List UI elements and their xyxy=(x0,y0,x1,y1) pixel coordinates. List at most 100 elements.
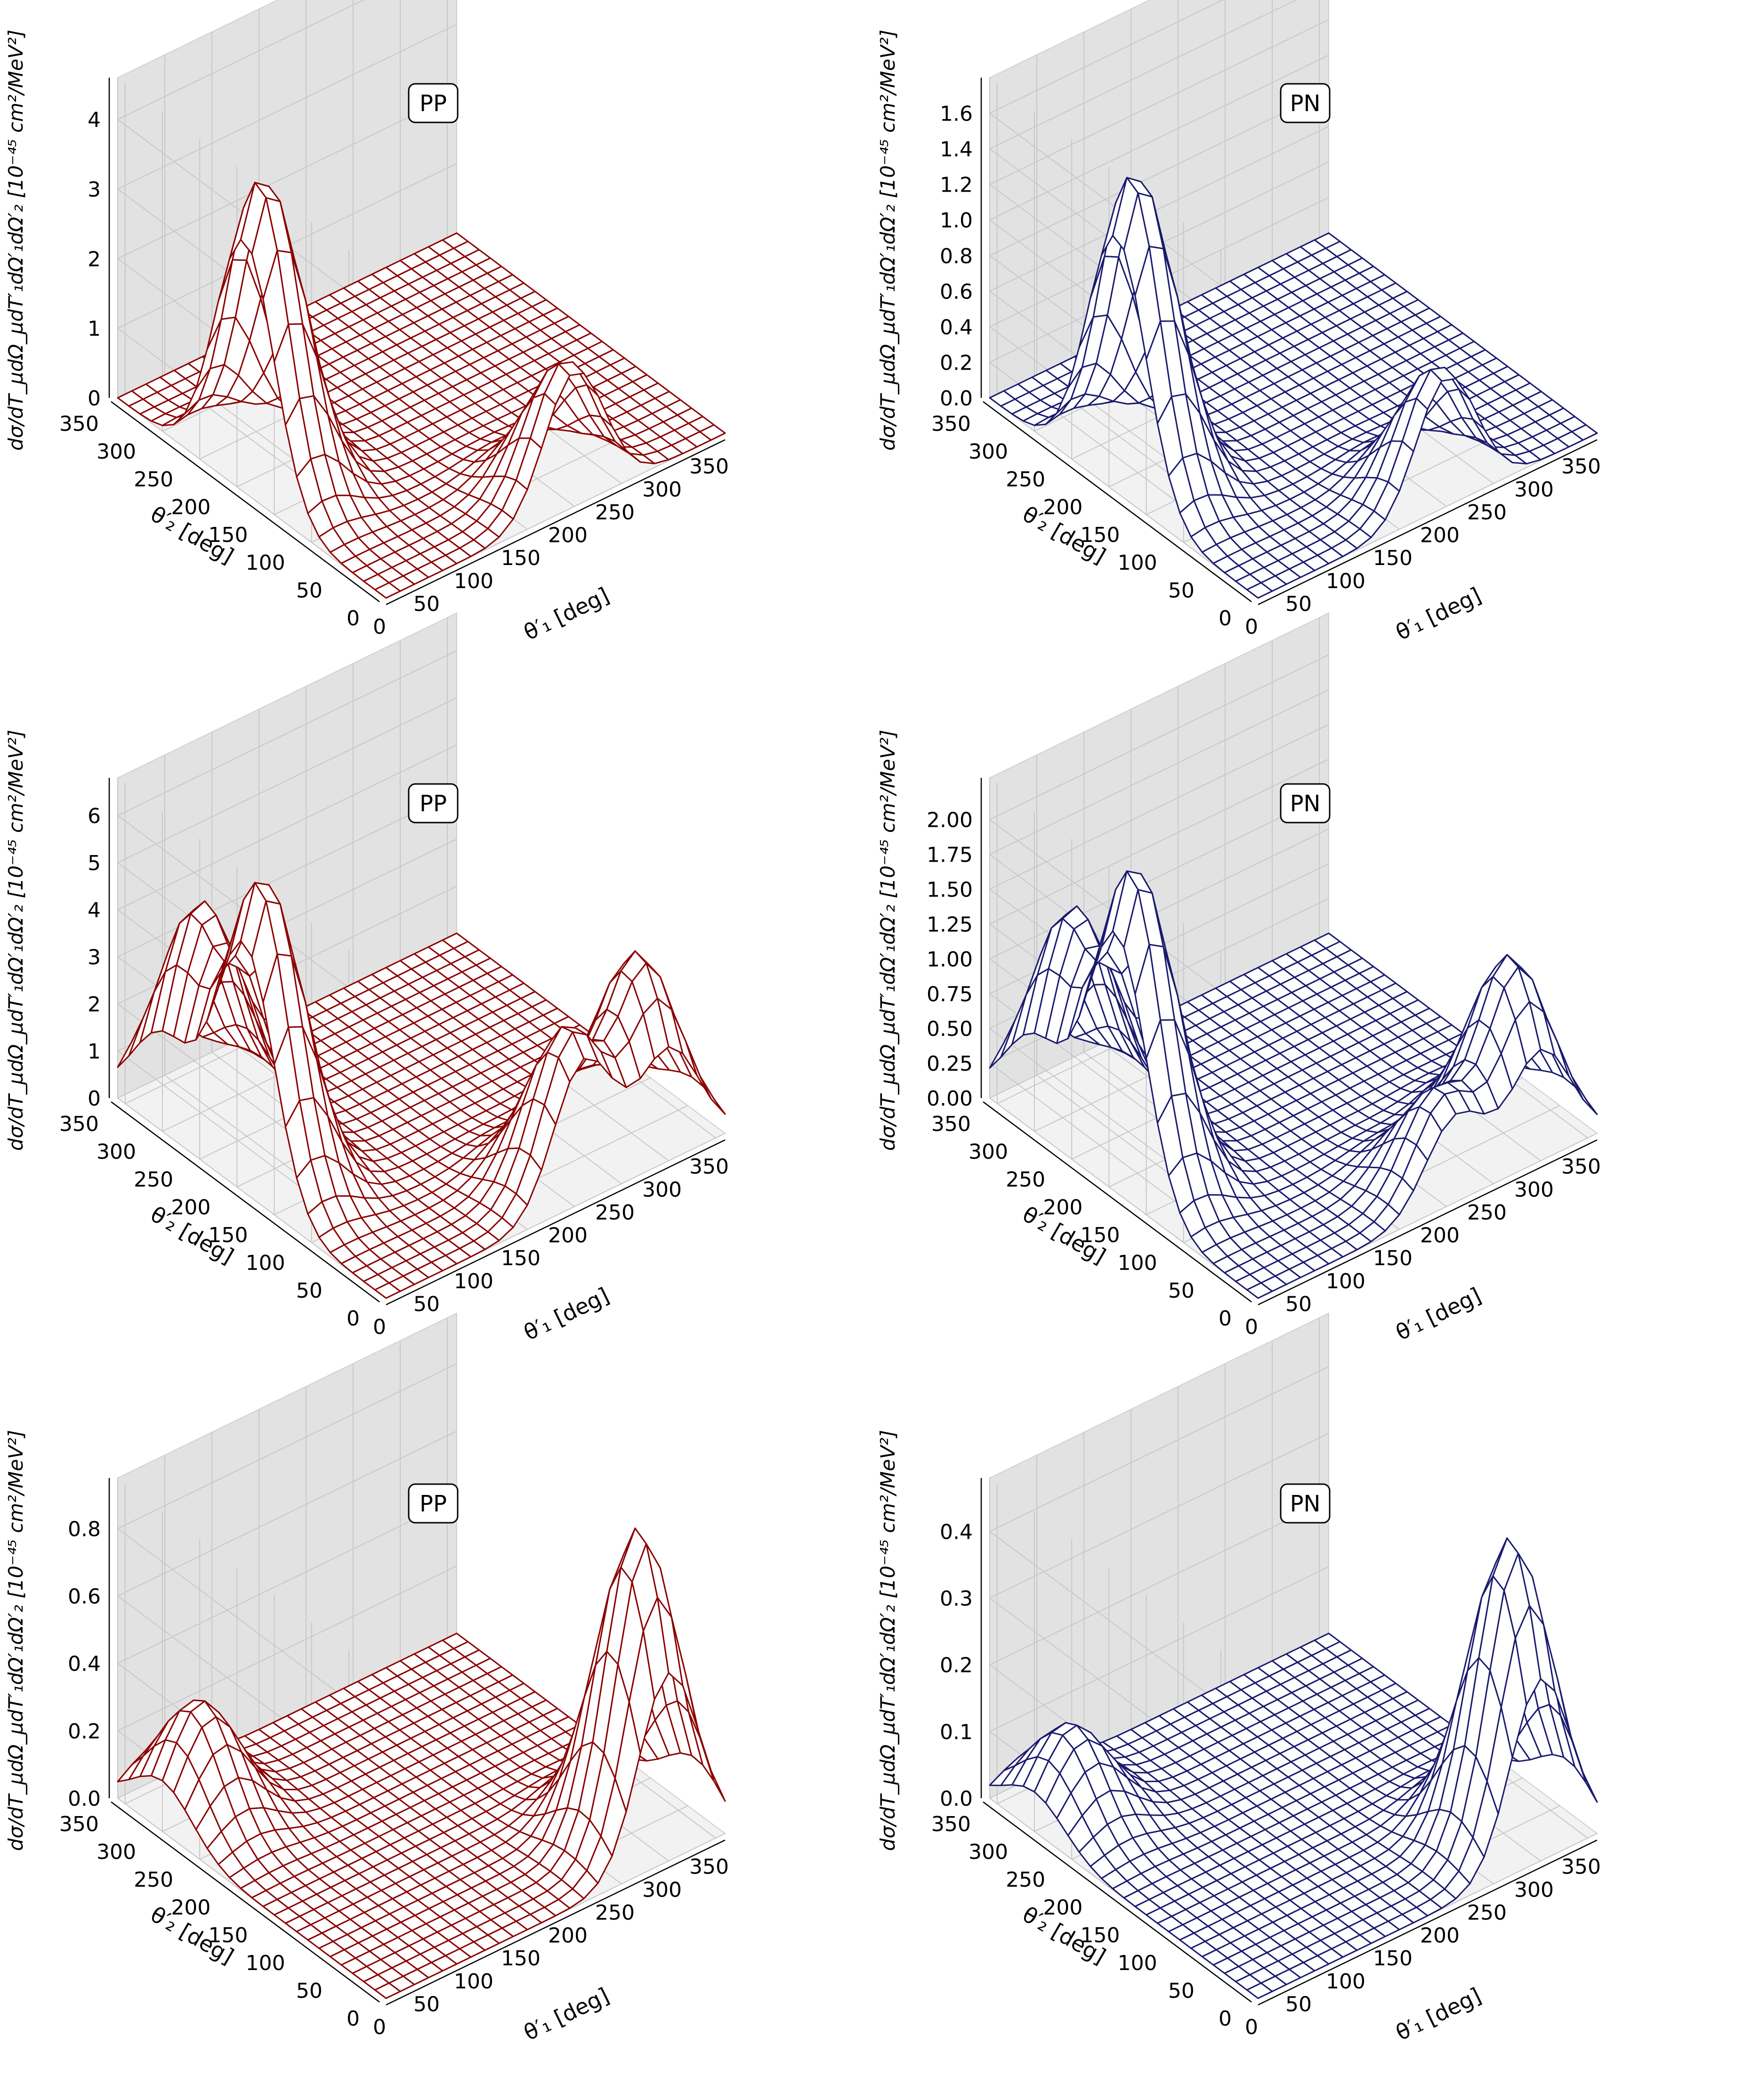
y-tick-label: 0 xyxy=(347,1307,360,1331)
z-axis-label: dσ/dT_μdΩ_μdT′₁dΩ′₁dΩ′₂ [10⁻⁴⁵ cm²/MeV²] xyxy=(876,30,899,451)
x-tick-label: 0 xyxy=(373,615,386,639)
x-tick-label: 350 xyxy=(1561,455,1601,479)
x-tick-label: 350 xyxy=(1561,1155,1601,1179)
tick-labels: 0501001502002503003500501001502002503003… xyxy=(931,102,1601,639)
y-tick-label: 0 xyxy=(1219,606,1232,630)
z-tick-label: 1 xyxy=(88,317,101,341)
z-tick-label: 0.6 xyxy=(68,1585,101,1609)
z-tick-label: 0.8 xyxy=(68,1517,101,1541)
y-tick-label: 0 xyxy=(1219,1307,1232,1331)
grid-line xyxy=(989,197,1329,563)
y-tick-label: 350 xyxy=(931,412,971,436)
x-tick-label: 200 xyxy=(548,524,588,548)
grid-line xyxy=(117,886,457,1252)
z-tick-label: 0.2 xyxy=(940,351,973,375)
axes xyxy=(108,778,726,1306)
x-tick-label: 200 xyxy=(1420,1924,1460,1948)
surface-cell xyxy=(1571,1075,1598,1115)
x-axis-line xyxy=(1258,1139,1598,1306)
y-tick-label: 250 xyxy=(134,468,173,492)
surface xyxy=(989,177,1598,599)
tick-labels: 0501001502002503003500501001502002503003… xyxy=(59,108,729,639)
panel-top-right: 0 50 100 150 200 250 300 350 0 50 100 150 200 250 300 3… xyxy=(876,0,1601,645)
z-tick-label: 0.3 xyxy=(940,1587,973,1611)
y-tick-label: 350 xyxy=(59,1112,99,1136)
surface-cell xyxy=(1246,582,1273,599)
z-tick-label: 2 xyxy=(88,993,101,1017)
y-tick-label: 100 xyxy=(1118,551,1157,575)
x-axis-label: θ′₁ [deg] xyxy=(520,1983,613,2046)
x-tick-label: 100 xyxy=(1326,1269,1365,1293)
y-axis-line xyxy=(111,1101,380,1303)
y-tick-label: 50 xyxy=(1168,1279,1195,1303)
y-tick-label: 300 xyxy=(969,1840,1008,1864)
y-tick-label: 100 xyxy=(246,1951,285,1975)
z-axis-label: dσ/dT_μdΩ_μdT′₁dΩ′₁dΩ′₂ [10⁻⁴⁵ cm²/MeV²] xyxy=(876,730,899,1151)
z-tick-label: 0.2 xyxy=(940,1654,973,1678)
x-tick-label: 0 xyxy=(1245,615,1258,639)
z-tick-label: 0.8 xyxy=(940,244,973,268)
x-tick-label: 50 xyxy=(1285,592,1312,616)
x-tick-label: 150 xyxy=(1373,1947,1413,1971)
y-tick-label: 150 xyxy=(1081,1223,1120,1247)
x-tick-label: 50 xyxy=(413,1992,440,2016)
z-tick-label: 0.6 xyxy=(940,280,973,304)
y-tick-label: 250 xyxy=(1006,1168,1045,1192)
z-tick-label: 0.50 xyxy=(927,1017,973,1041)
x-tick-label: 250 xyxy=(595,1901,635,1925)
z-tick-label: 0.25 xyxy=(927,1052,973,1076)
x-tick-label: 50 xyxy=(413,1292,440,1316)
y-tick-label: 250 xyxy=(134,1168,173,1192)
x-tick-label: 100 xyxy=(1326,569,1365,593)
z-tick-label: 0.4 xyxy=(940,315,973,339)
y-tick-label: 300 xyxy=(97,1140,136,1164)
z-axis-label: dσ/dT_μdΩ_μdT′₁dΩ′₁dΩ′₂ [10⁻⁴⁵ cm²/MeV²] xyxy=(4,30,27,451)
z-axis-label: dσ/dT_μdΩ_μdT′₁dΩ′₁dΩ′₂ [10⁻⁴⁵ cm²/MeV²] xyxy=(4,730,27,1151)
z-tick-label: 1.0 xyxy=(940,209,973,233)
z-tick-label: 0.75 xyxy=(927,982,973,1006)
grid-line xyxy=(989,654,1329,1020)
z-tick-label: 1.75 xyxy=(927,843,973,867)
x-axis-line xyxy=(1258,439,1598,606)
x-axis-line xyxy=(386,439,726,606)
z-tick-label: 0.1 xyxy=(940,1720,973,1744)
x-axis-label: θ′₁ [deg] xyxy=(520,1283,613,1346)
axes xyxy=(108,78,726,606)
panel-tag: PP xyxy=(420,90,447,117)
grid-line xyxy=(989,0,1259,314)
x-tick-label: 150 xyxy=(1373,546,1413,570)
y-tick-label: 300 xyxy=(969,440,1008,464)
x-tick-label: 350 xyxy=(689,1855,729,1879)
tick-labels: 0501001502002503003500501001502002503003… xyxy=(927,808,1601,1339)
x-tick-label: 300 xyxy=(642,1178,682,1202)
z-tick-label: 6 xyxy=(88,804,101,828)
x-tick-label: 350 xyxy=(689,1155,729,1179)
axes xyxy=(980,778,1598,1306)
x-axis-label: θ′₁ [deg] xyxy=(1392,582,1485,646)
z-tick-label: 0.2 xyxy=(68,1720,101,1744)
panel-tag-box xyxy=(408,783,459,824)
y-axis-line xyxy=(983,401,1252,603)
x-tick-label: 250 xyxy=(1467,1201,1507,1225)
surface-cell xyxy=(374,1282,401,1299)
y-tick-label: 0 xyxy=(1219,2007,1232,2031)
y-tick-label: 50 xyxy=(1168,579,1195,603)
x-tick-label: 200 xyxy=(548,1224,588,1248)
x-tick-label: 150 xyxy=(501,1947,541,1971)
z-tick-label: 1.6 xyxy=(940,102,973,126)
x-tick-label: 250 xyxy=(595,501,635,525)
y-tick-label: 200 xyxy=(171,1195,210,1220)
z-tick-label: 0.0 xyxy=(68,1787,101,1811)
z-tick-label: 4 xyxy=(88,108,101,132)
z-tick-label: 1.25 xyxy=(927,913,973,937)
panel-bottom-left: 0501001502002503003500501001502002503003… xyxy=(4,1312,729,2046)
y-tick-label: 250 xyxy=(1006,468,1045,492)
z-tick-label: 2.00 xyxy=(927,808,973,832)
y-tick-label: 150 xyxy=(1081,523,1120,547)
x-tick-label: 250 xyxy=(1467,1901,1507,1925)
y-tick-label: 50 xyxy=(296,579,323,603)
x-tick-label: 150 xyxy=(1373,1246,1413,1270)
z-tick-label: 2 xyxy=(88,247,101,271)
surface xyxy=(117,182,726,599)
y-axis-line xyxy=(983,1101,1252,1303)
